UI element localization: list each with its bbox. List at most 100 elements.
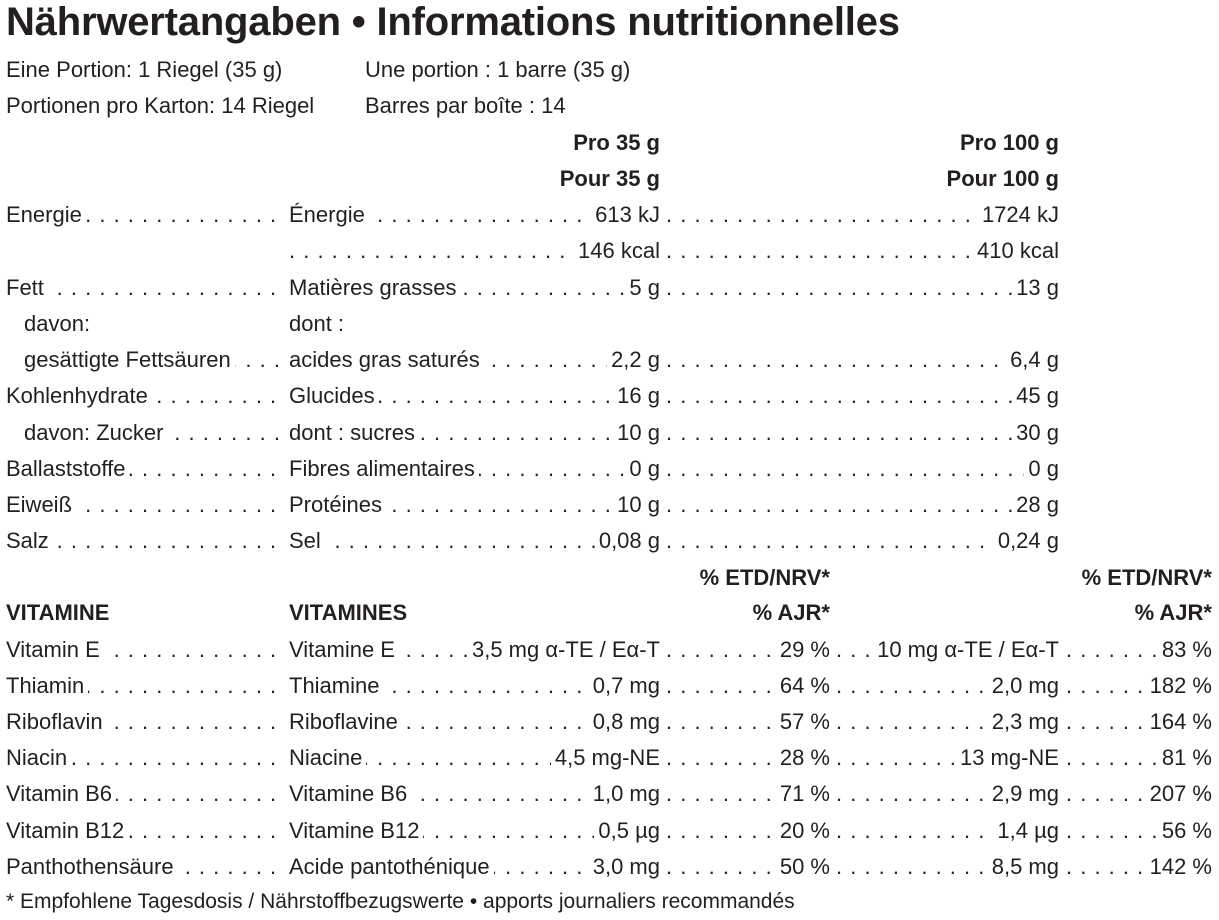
column-header-row-fr: Pour 35 g Pour 100 g <box>6 161 1212 197</box>
nutrient-name-de: davon: <box>24 306 95 342</box>
pct-header-35g-a: % ETD/NRV* <box>699 565 830 590</box>
nutrient-name-fr: Matières grasses <box>289 270 461 306</box>
leader-dots <box>1066 632 1160 668</box>
vitamin-amount-per-100g: 8,5 mg <box>987 849 1059 885</box>
nutrient-name-de: Fett <box>6 270 48 306</box>
nutrient-name-de: Kohlenhydrate <box>6 378 152 414</box>
value-per-100g: 30 g <box>1012 415 1059 451</box>
value-per-35g: 10 g <box>613 487 660 523</box>
pct-header-35g-b: % AJR* <box>752 600 830 625</box>
servings-per-box-fr: Barres par boîte : 14 <box>365 93 566 118</box>
per-35g-header-fr: Pour 35 g <box>559 166 660 191</box>
value-per-100g: 28 g <box>1012 487 1059 523</box>
nutrient-name-fr: dont : sucres <box>289 415 419 451</box>
leader-dots <box>666 415 1055 451</box>
pct-header-100g-b: % AJR* <box>1134 600 1212 625</box>
vitamin-name-de: Vitamin B6 <box>6 776 116 812</box>
page-title: Nährwertangaben • Informations nutrition… <box>6 0 900 44</box>
nutrient-row: davon: dont : <box>6 306 1212 342</box>
nutrient-row: Fett Matières grasses 5 g 13 g <box>6 270 1212 306</box>
nutrient-row: Kohlenhydrate Glucides 16 g 45 g <box>6 378 1212 414</box>
column-header-row-de: Pro 35 g Pro 100 g <box>6 125 1212 161</box>
vitamin-row: Vitamin E Vitamine E 3,5 mg α-TE / Eα-T 29 … <box>6 632 1212 668</box>
leader-dots <box>666 378 1055 414</box>
vitamin-header-row-2: VITAMINE VITAMINES % AJR* % AJR* <box>6 595 1212 631</box>
leader-dots <box>666 451 1055 487</box>
vitamin-amount-per-35g: 0,7 mg <box>588 668 660 704</box>
nutrient-name-fr: Glucides <box>289 378 379 414</box>
nutrient-name-de: Eiweiß <box>6 487 77 523</box>
value-per-35g: 5 g <box>625 270 660 306</box>
vitamin-amount-per-100g: 13 mg-NE <box>955 740 1059 776</box>
nutrient-row: 146 kcal 410 kcal <box>6 233 1212 269</box>
vitamin-amount-per-35g: 1,0 mg <box>588 776 660 812</box>
value-per-35g: 146 kcal <box>574 233 660 269</box>
nutrient-name-de: Energie <box>6 197 86 233</box>
vitamin-pct-per-35g: 57 % <box>775 704 830 740</box>
nutrient-name-de: Salz <box>6 523 53 559</box>
vitamin-row: Niacin Niacine 4,5 mg-NE 28 % 13 mg-NE 81 % <box>6 740 1212 776</box>
vitamin-name-de: Thiamin <box>6 668 89 704</box>
serving-size-row: Eine Portion: 1 Riegel (35 g) Une portio… <box>6 52 1212 88</box>
value-per-35g: 0,08 g <box>594 523 660 559</box>
nutrient-name-fr: Fibres alimentaires <box>289 451 479 487</box>
vitamin-pct-per-35g: 28 % <box>775 740 830 776</box>
vitamin-amount-per-35g: 4,5 mg-NE <box>550 740 660 776</box>
vitamin-name-de: Panthothensäure <box>6 849 178 885</box>
nutrient-name-fr: Sel <box>289 523 325 559</box>
vitamin-amount-per-35g: 0,5 µg <box>594 813 660 849</box>
nutrient-name-fr: acides gras saturés <box>289 342 484 378</box>
vitamin-name-fr: Niacine <box>289 740 367 776</box>
vitamin-amount-per-100g: 10 mg α-TE / Eα-T <box>873 632 1059 668</box>
leader-dots <box>666 270 1055 306</box>
nutrient-name-fr: Protéines <box>289 487 386 523</box>
vitamin-row: Vitamin B12 Vitamine B12 0,5 µg 20 % 1,4 µg 5… <box>6 813 1212 849</box>
nutrient-row: Salz Sel 0,08 g 0,24 g <box>6 523 1212 559</box>
nutrient-row: davon: Zucker dont : sucres 10 g 30 g <box>6 415 1212 451</box>
leader-dots <box>14 523 284 559</box>
nutrient-name-de: davon: Zucker <box>24 415 168 451</box>
value-per-35g: 2,2 g <box>607 342 660 378</box>
vitamin-row: Vitamin B6 Vitamine B6 1,0 mg 71 % 2,9 mg 207… <box>6 776 1212 812</box>
vitamin-pct-per-35g: 20 % <box>775 813 830 849</box>
vitamin-pct-per-35g: 50 % <box>775 849 830 885</box>
nutrient-row: Eiweiß Protéines 10 g 28 g <box>6 487 1212 523</box>
leader-dots <box>1066 813 1160 849</box>
vitamin-name-de: Vitamin B12 <box>6 813 129 849</box>
nutrient-row: Energie Énergie 613 kJ 1724 kJ <box>6 197 1212 233</box>
vitamin-pct-per-35g: 29 % <box>775 632 830 668</box>
nutrient-row: Ballaststoffe Fibres alimentaires 0 g 0 g <box>6 451 1212 487</box>
vitamin-name-de: Riboflavin <box>6 704 107 740</box>
vitamin-pct-per-100g: 164 % <box>1145 704 1212 740</box>
servings-per-box-de: Portionen pro Karton: 14 Riegel <box>6 93 315 118</box>
nutrient-row: gesättigte Fettsäuren acides gras saturés… <box>6 342 1212 378</box>
leader-dots <box>666 487 1055 523</box>
vitamin-name-fr: Thiamine <box>289 668 384 704</box>
value-per-100g: 410 kcal <box>973 233 1059 269</box>
value-per-35g: 613 kJ <box>591 197 660 233</box>
vitamin-name-fr: Acide pantothénique <box>289 849 494 885</box>
value-per-35g: 16 g <box>613 378 660 414</box>
value-per-100g: 0,24 g <box>993 523 1059 559</box>
value-per-100g: 6,4 g <box>1006 342 1059 378</box>
leader-dots <box>666 342 1055 378</box>
vitamin-pct-per-100g: 207 % <box>1145 776 1212 812</box>
vitamin-row: Riboflavin Riboflavine 0,8 mg 57 % 2,3 mg 164… <box>6 704 1212 740</box>
vitamin-name-de: Vitamin E <box>6 632 104 668</box>
nutrient-name-fr: Énergie <box>289 197 369 233</box>
vitamin-amount-per-100g: 2,0 mg <box>987 668 1059 704</box>
value-per-100g: 1724 kJ <box>977 197 1059 233</box>
per-100g-header-fr: Pour 100 g <box>946 166 1059 191</box>
vitamin-name-fr: Vitamine E <box>289 632 399 668</box>
vitamin-pct-per-35g: 71 % <box>775 776 830 812</box>
vitamin-pct-per-100g: 142 % <box>1145 849 1212 885</box>
nutrient-name-de: Ballaststoffe <box>6 451 130 487</box>
leader-dots <box>14 270 284 306</box>
vitamin-amount-per-100g: 1,4 µg <box>993 813 1059 849</box>
vitamin-amount-per-100g: 2,9 mg <box>987 776 1059 812</box>
vitamin-pct-per-100g: 56 % <box>1157 813 1212 849</box>
servings-per-box-row: Portionen pro Karton: 14 Riegel Barres p… <box>6 88 1212 124</box>
vitamins-header-fr: VITAMINES <box>289 600 408 625</box>
vitamin-header-row-1: % ETD/NRV* % ETD/NRV* <box>6 560 1212 596</box>
leader-dots <box>1066 740 1160 776</box>
